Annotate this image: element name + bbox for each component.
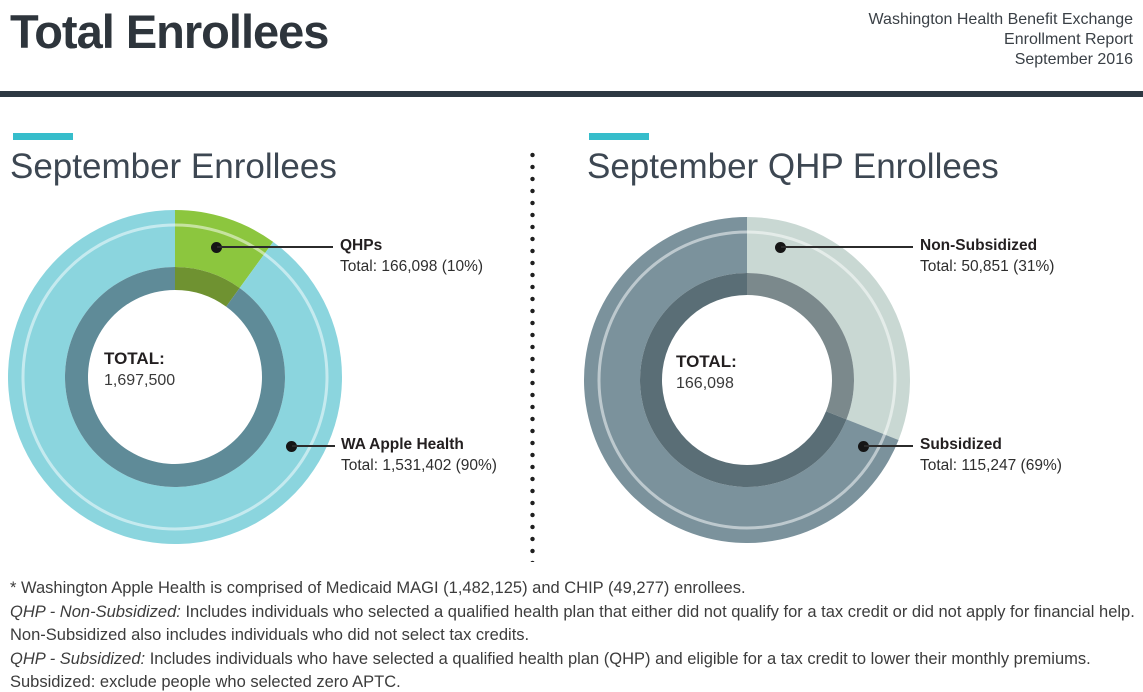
slice-total: Total: 50,851 (31%) xyxy=(920,258,1055,275)
slice-name: QHPs xyxy=(340,237,383,254)
dotted-divider xyxy=(530,152,535,562)
callout-dot-subsidized xyxy=(858,441,869,452)
donut-chart-total-enrollees xyxy=(8,210,342,544)
donut-slice-inner xyxy=(175,267,240,307)
slice-name: WA Apple Health xyxy=(341,436,464,453)
callout-line-wa-apple-health xyxy=(292,445,335,447)
total-value: 166,098 xyxy=(676,375,734,392)
callout-dot-non-subsidized xyxy=(775,242,786,253)
accent-bar-right xyxy=(589,133,649,140)
donut-slice-inner xyxy=(747,273,854,420)
callout-dot-wa-apple-health xyxy=(286,441,297,452)
right-chart-heading: September QHP Enrollees xyxy=(587,147,999,186)
donut-slice-outer xyxy=(747,217,910,441)
callout-label-subsidized: Subsidized Total: 115,247 (69%) xyxy=(920,436,1062,475)
left-donut-center-label: TOTAL: 1,697,500 xyxy=(104,349,175,390)
donut-slice-outer xyxy=(175,210,274,289)
footnotes: * Washington Apple Health is comprised o… xyxy=(10,577,1138,692)
slice-total: Total: 115,247 (69%) xyxy=(920,457,1062,474)
donut-highlight-arc xyxy=(597,230,897,530)
slice-total: Total: 1,531,402 (90%) xyxy=(341,457,497,474)
right-donut-center-label: TOTAL: 166,098 xyxy=(676,352,737,393)
report-date: September 2016 xyxy=(1014,51,1133,68)
total-value: 1,697,500 xyxy=(104,372,176,389)
footnote-line: QHP - Non-Subsidized: Includes individua… xyxy=(10,602,1135,621)
slice-name: Subsidized xyxy=(920,436,1002,453)
callout-line-subsidized xyxy=(864,445,913,447)
donut-slice-outer xyxy=(584,217,899,543)
footnote-line: QHP - Subsidized: Includes individuals w… xyxy=(10,649,1091,668)
donut-highlight-arc xyxy=(21,223,329,531)
footnote-line: * Washington Apple Health is comprised o… xyxy=(10,579,746,597)
slice-total: Total: 166,098 (10%) xyxy=(340,258,484,275)
accent-bar-left xyxy=(13,133,73,140)
donut-slice-outer xyxy=(8,210,342,544)
footnote-line: Non-Subsidized also includes individuals… xyxy=(10,626,530,644)
report-name: Enrollment Report xyxy=(1004,31,1133,48)
callout-label-qhps: QHPs Total: 166,098 (10%) xyxy=(340,237,483,276)
page-title: Total Enrollees xyxy=(10,5,329,58)
donut-chart-qhp-enrollees xyxy=(584,217,910,543)
report-org: Washington Health Benefit Exchange xyxy=(868,11,1133,28)
report-meta: Washington Health Benefit Exchange Enrol… xyxy=(869,10,1133,70)
callout-label-non-subsidized: Non-Subsidized Total: 50,851 (31%) xyxy=(920,237,1054,276)
callout-line-non-subsidized xyxy=(781,246,913,248)
footnote-line: Subsidized: exclude people who selected … xyxy=(10,673,401,691)
slice-name: Non-Subsidized xyxy=(920,237,1038,254)
left-chart-heading: September Enrollees xyxy=(10,147,337,186)
callout-dot-qhps xyxy=(211,242,222,253)
callout-line-qhps xyxy=(217,246,333,248)
total-label: TOTAL: xyxy=(676,352,737,371)
callout-label-wa-apple-health: WA Apple Health Total: 1,531,402 (90%) xyxy=(341,436,497,475)
total-label: TOTAL: xyxy=(104,349,165,368)
header-rule xyxy=(0,91,1143,97)
